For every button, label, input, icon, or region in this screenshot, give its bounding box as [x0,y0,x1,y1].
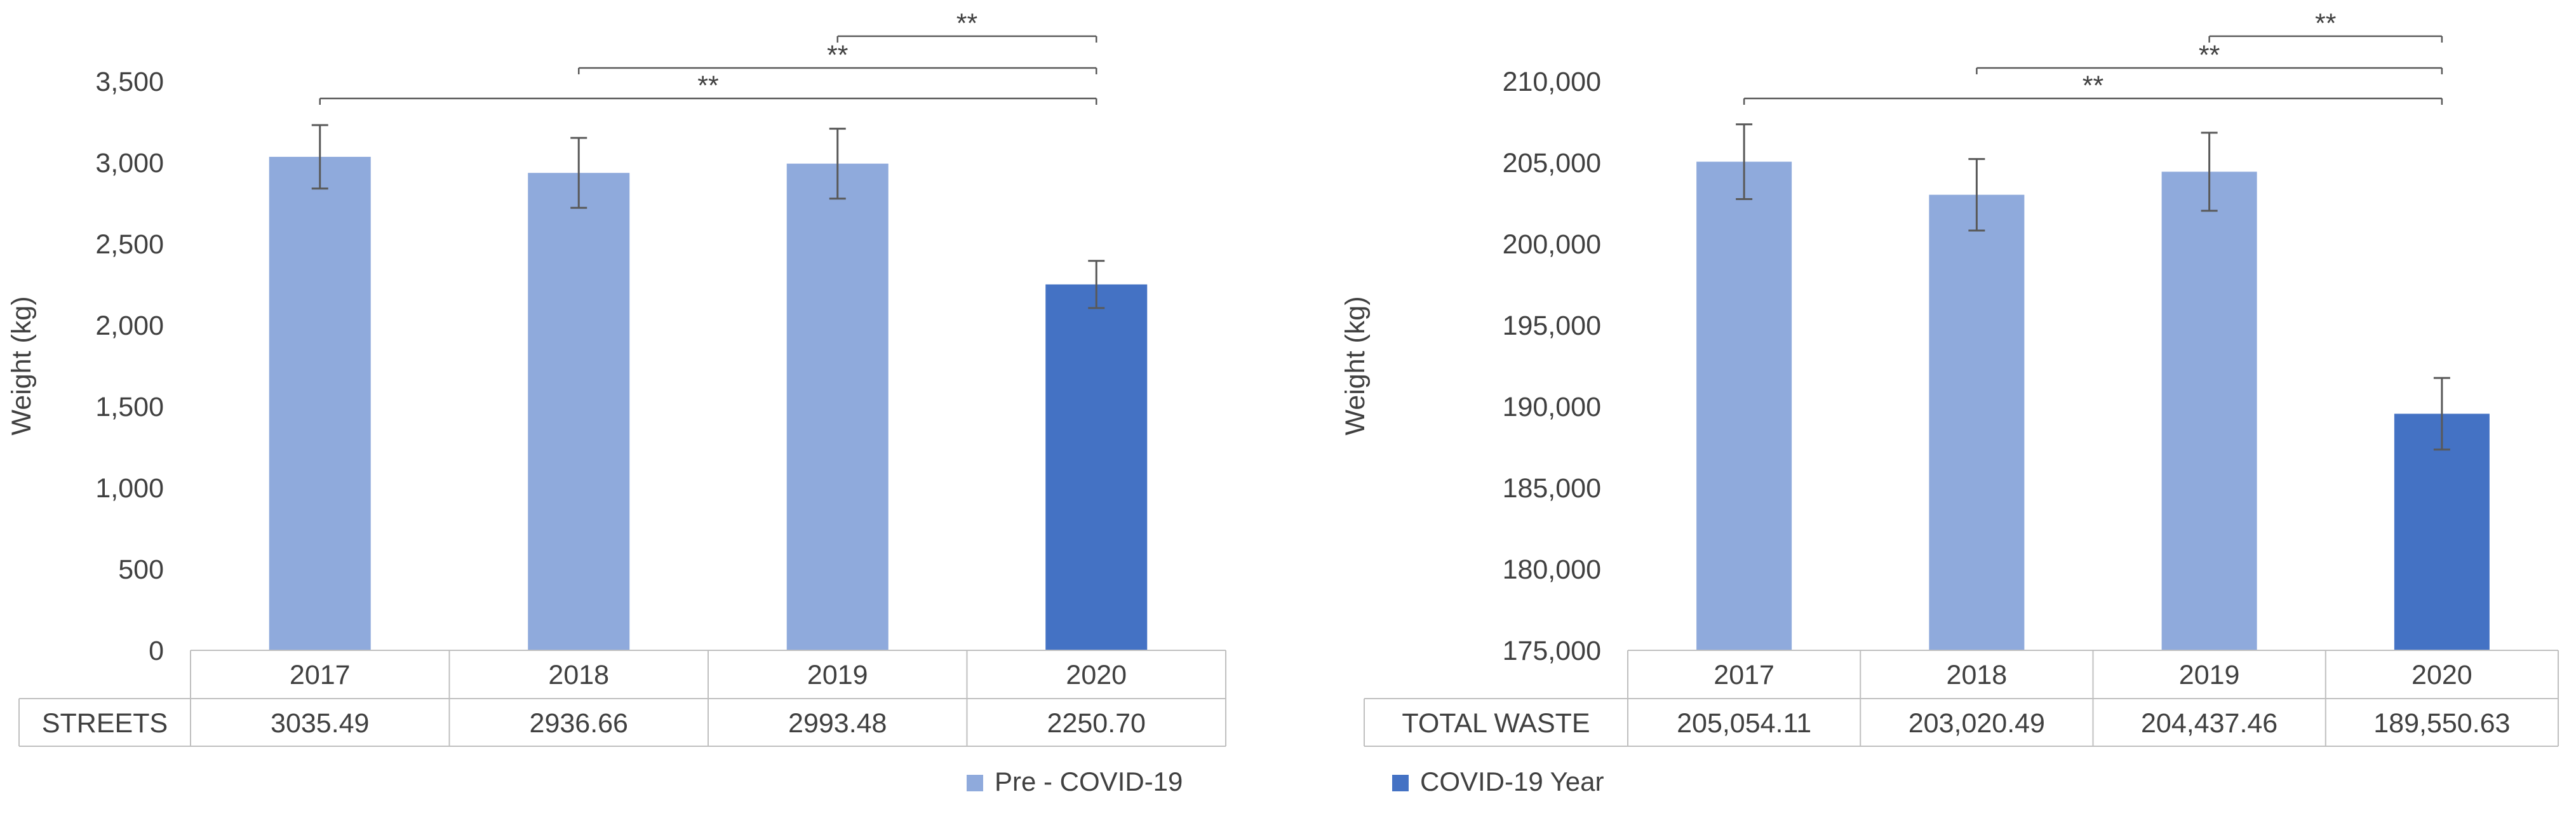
x-tick-label: 2017 [290,660,351,690]
y-tick-label: 1,500 [95,392,164,422]
y-tick-label: 185,000 [1503,473,1601,504]
bar [528,173,630,650]
y-tick-label: 175,000 [1503,636,1601,666]
y-tick-label: 3,500 [95,67,164,97]
bar [2394,413,2490,650]
bar [1929,194,2025,651]
table-value: 189,550.63 [2373,708,2510,739]
x-tick-label: 2018 [1947,660,2008,690]
bar [269,156,371,651]
legend-covid-year-label: COVID-19 Year [1420,767,1604,796]
table-value: 204,437.46 [2141,708,2277,739]
legend-pre-covid-label: Pre - COVID-19 [995,767,1183,796]
y-tick-label: 2,000 [95,311,164,341]
table-value: 3035.49 [271,708,369,739]
table-value: 2993.48 [788,708,887,739]
table-value: 203,020.49 [1909,708,2045,739]
y-tick-label: 0 [149,636,164,666]
bar [1696,161,1792,651]
y-tick-label: 1,000 [95,473,164,504]
significance-label: ** [827,40,849,70]
x-tick-label: 2019 [807,660,868,690]
chart-total-waste: 175,000 180,000 185,000 190,000 195,000 200,0… [1340,8,2559,747]
significance-label: ** [2315,8,2337,39]
x-tick-label: 2020 [2412,660,2472,690]
significance-label: ** [2199,40,2220,70]
y-tick-label: 195,000 [1503,311,1601,341]
table-row-label: STREETS [42,708,168,739]
x-tick-label: 2020 [1066,660,1127,690]
x-tick-label: 2017 [1714,660,1774,690]
legend-covid-year-swatch [1392,775,1409,791]
table-row-label: TOTAL WASTE [1402,708,1590,739]
y-tick-label: 500 [118,554,164,585]
significance-label: ** [697,70,719,101]
y-tick-label: 205,000 [1503,148,1601,178]
bar [2161,171,2257,651]
significance-label: ** [956,8,978,39]
y-axis-title: Weight (kg) [6,296,37,435]
y-tick-label: 2,500 [95,229,164,260]
x-tick-label: 2018 [548,660,609,690]
chart-streets: 0 500 1,000 1,500 2,000 2,500 3,000 3,500 Weight… [6,8,1226,747]
x-tick-label: 2019 [2179,660,2240,690]
legend-pre-covid-swatch [967,775,983,791]
table-value: 2250.70 [1047,708,1146,739]
y-axis-title: Weight (kg) [1340,296,1371,435]
y-tick-label: 200,000 [1503,229,1601,260]
y-tick-label: 210,000 [1503,67,1601,97]
table-value: 205,054.11 [1677,708,1811,739]
significance-label: ** [2083,70,2104,101]
bar [786,163,889,650]
y-tick-label: 3,000 [95,148,164,178]
table-value: 2936.66 [530,708,628,739]
y-tick-label: 180,000 [1503,554,1601,585]
y-tick-label: 190,000 [1503,392,1601,422]
legend: Pre - COVID-19 COVID-19 Year [967,767,1604,796]
bar [1045,284,1148,650]
